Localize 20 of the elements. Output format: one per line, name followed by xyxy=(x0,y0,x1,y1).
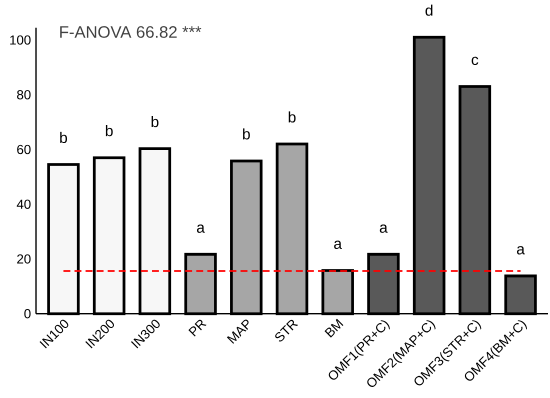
y-tick-label: 20 xyxy=(17,254,31,264)
annotation: b xyxy=(152,116,158,128)
annotation: b xyxy=(243,128,250,140)
y-tick-label: 100 xyxy=(10,36,31,45)
y-tick-label: 80 xyxy=(17,90,31,100)
annotation: c xyxy=(472,56,478,66)
annotation: a xyxy=(196,224,205,233)
annotation: b xyxy=(106,125,113,136)
y-tick-label: 40 xyxy=(16,200,31,210)
annotation: d xyxy=(426,4,432,16)
annotation: a xyxy=(334,240,342,250)
annotation: a xyxy=(380,224,388,233)
annotation: b xyxy=(60,132,68,144)
chart-title: F-ANOVA 66.82 *** xyxy=(60,26,202,38)
y-tick-label: 60 xyxy=(17,144,31,154)
annotation: b xyxy=(288,111,296,123)
y-tick-label: 0 xyxy=(24,309,31,318)
x-tick-label: PR xyxy=(188,320,207,337)
annotation: a xyxy=(516,246,525,255)
x-tick-label: STR xyxy=(275,320,298,342)
